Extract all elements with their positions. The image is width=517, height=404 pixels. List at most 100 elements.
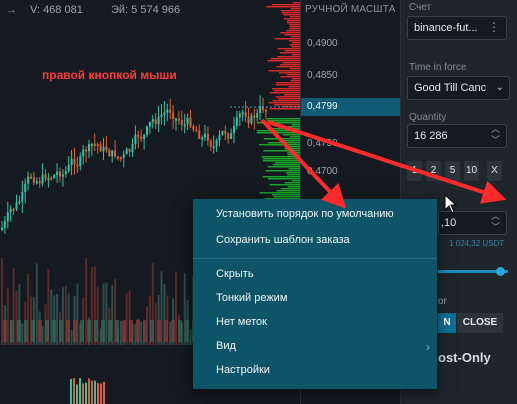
volume-strip [178, 320, 182, 342]
lower-candle [97, 383, 99, 404]
price-tick: 0,4750 [307, 138, 338, 149]
candle-body [212, 146, 215, 149]
ask-depth-bar [281, 12, 300, 14]
volume-bar [134, 323, 137, 345]
menu-item-settings[interactable]: Настройки [216, 364, 270, 376]
bid-depth-bar [284, 182, 300, 184]
ask-depth-bar [284, 34, 300, 36]
quick-qty-1[interactable]: 1 [407, 161, 422, 181]
candle-body [93, 143, 96, 146]
amount-slider[interactable] [438, 270, 508, 273]
volume-bar [114, 278, 117, 345]
volume-strip [17, 320, 21, 342]
ask-depth-bar [284, 94, 300, 96]
context-menu[interactable]: Установить порядок по умолчанию Сохранит… [193, 199, 437, 389]
candle-body [3, 221, 6, 228]
lower-candle [94, 380, 96, 404]
bid-depth-bar [263, 150, 300, 152]
candle-body [117, 156, 119, 159]
stepper-icon[interactable]: ︿ ﹀ [490, 211, 500, 232]
volume-strip [31, 320, 35, 342]
candle-body [154, 119, 157, 125]
volume-bar [119, 320, 122, 345]
price-input[interactable]: ,10 ︿ ﹀ [438, 211, 507, 235]
menu-item-save-order-template[interactable]: Сохранить шаблон заказа [216, 234, 350, 246]
more-icon[interactable]: ⋮ [488, 20, 500, 34]
ask-depth-bar [279, 64, 300, 66]
quantity-label: Quantity [409, 112, 447, 123]
volume-strip [185, 320, 189, 342]
bid-depth-bar [282, 134, 300, 136]
annotation-right-click: правой кнопкой мыши [42, 68, 177, 82]
close-button[interactable]: CLOSE [457, 313, 503, 333]
menu-item-hide[interactable]: Скрыть [216, 268, 254, 280]
bid-depth-bar [263, 160, 300, 162]
candle-body [204, 133, 206, 138]
ask-depth-bar [291, 54, 300, 56]
volume-bar [128, 290, 131, 345]
bid-depth-bar [289, 136, 300, 138]
volume-bar [154, 303, 157, 345]
stat-arrow: → [6, 4, 17, 16]
ask-depth-bar [269, 92, 300, 94]
tif-select[interactable]: Good Till Canc ⌄ [407, 76, 510, 100]
volume-bar [85, 257, 88, 345]
slider-handle[interactable] [496, 267, 505, 276]
ask-depth-bar [292, 78, 300, 80]
candle-body [38, 181, 41, 184]
volume-strip [66, 320, 70, 342]
ask-depth-bar [283, 14, 300, 16]
post-only-label[interactable]: ost-Only [438, 350, 491, 365]
menu-item-thin-mode[interactable]: Тонкий режим [216, 292, 288, 304]
volume-bar [99, 328, 102, 345]
candle-body [175, 118, 177, 121]
volume-strip [59, 320, 63, 342]
quick-qty-2[interactable]: 2 [426, 161, 441, 181]
bid-depth-bar [262, 158, 300, 160]
candle-body [215, 140, 218, 147]
candle-body [1, 227, 3, 230]
candle-body [189, 117, 192, 127]
bid-depth-bar [276, 190, 300, 192]
candle-body [244, 112, 247, 118]
quick-qty-5[interactable]: 5 [445, 161, 460, 181]
volume-strip [171, 320, 175, 342]
candle-body [35, 181, 38, 184]
candle-body [143, 134, 146, 139]
bid-depth-bar [261, 156, 300, 158]
ask-depth-bar [272, 100, 300, 102]
ask-depth-bar [286, 30, 300, 32]
ask-depth-bar [289, 44, 300, 46]
volume-strip [150, 320, 154, 342]
bid-depth-bar [269, 128, 300, 130]
bid-depth-bar [275, 162, 300, 164]
candle-body [108, 150, 111, 157]
stepper-icon[interactable]: ︿ ﹀ [490, 124, 500, 145]
ask-depth-bar [289, 40, 300, 42]
bid-depth-bar [256, 130, 300, 132]
volume-bar [21, 323, 24, 345]
quantity-input[interactable]: 16 286 ︿ ﹀ [407, 124, 507, 148]
ask-depth-bar [271, 4, 300, 6]
volume-strip [136, 320, 140, 342]
account-select[interactable]: binance-fut... ⋮ [407, 16, 507, 40]
candle-body [195, 129, 198, 132]
bid-depth-bar [273, 196, 300, 198]
volume-strip [52, 320, 56, 342]
quick-qty-clear[interactable]: X [487, 161, 502, 181]
candle-body [233, 126, 235, 134]
account-label: Счет [409, 2, 432, 13]
candle-body [90, 143, 93, 146]
lower-candle [70, 378, 72, 404]
quick-qty-10[interactable]: 10 [464, 161, 479, 181]
menu-item-view[interactable]: Вид [216, 340, 236, 352]
candle-body [256, 113, 259, 118]
stat-volume: V: 468 081 [30, 4, 83, 16]
ask-depth-bar [280, 32, 300, 34]
menu-item-set-default-order[interactable]: Установить порядок по умолчанию [216, 208, 394, 220]
price-scale-title[interactable]: РУЧНОЙ МАСШТА [305, 4, 396, 15]
menu-item-no-labels[interactable]: Нет меток [216, 316, 267, 328]
candle-body [250, 115, 253, 124]
candle-body [241, 112, 244, 115]
open-button[interactable]: N [438, 313, 456, 333]
